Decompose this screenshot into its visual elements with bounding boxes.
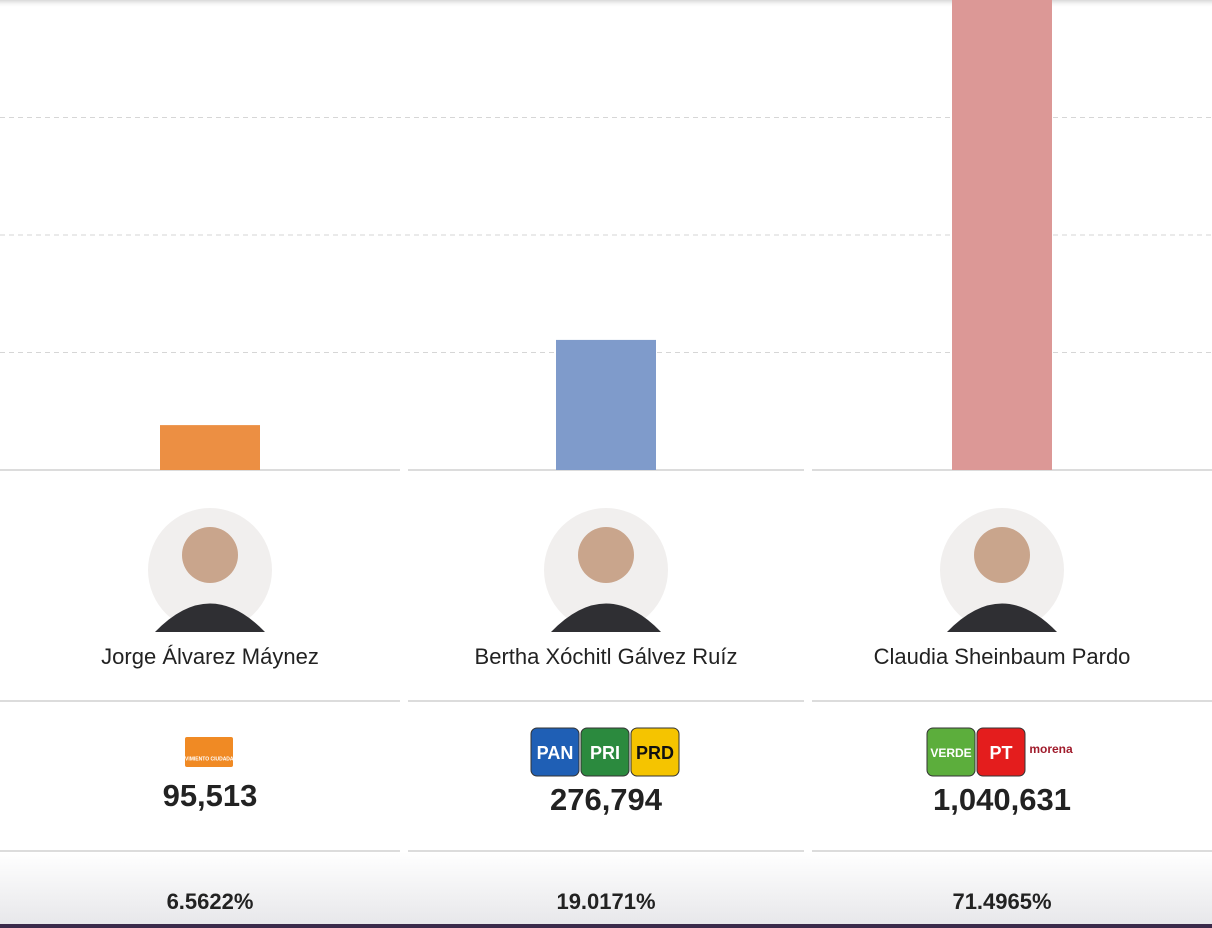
- party-name: VERDE: [930, 746, 971, 760]
- party-name: PRD: [636, 743, 674, 763]
- candidate-head: [974, 527, 1030, 583]
- top-shadow: [0, 0, 1212, 8]
- party-name: PT: [989, 743, 1012, 763]
- party-name: MOVIMIENTO CIUDADANO: [177, 756, 241, 762]
- vote-share: 71.4965%: [952, 889, 1051, 914]
- vote-share: 6.5622%: [167, 889, 254, 914]
- party-logo: [926, 727, 976, 777]
- bar: [160, 425, 260, 470]
- candidate-name: Bertha Xóchitl Gálvez Ruíz: [475, 644, 738, 669]
- bottom-bar: [0, 924, 1212, 928]
- candidate-name: Jorge Álvarez Máynez: [101, 644, 319, 669]
- vote-count: 276,794: [550, 782, 663, 817]
- candidate-head: [182, 527, 238, 583]
- candidate-name: Claudia Sheinbaum Pardo: [874, 644, 1131, 669]
- party-logo: [530, 727, 580, 777]
- party-name: morena: [1029, 742, 1073, 756]
- party-logo: [976, 727, 1026, 777]
- party-name: PRI: [590, 743, 620, 763]
- party-logo: [630, 727, 680, 777]
- bar: [556, 339, 656, 470]
- party-logo: [185, 737, 233, 767]
- party-logo: [1027, 728, 1075, 776]
- candidate-body: [551, 603, 661, 632]
- candidate-body: [155, 603, 265, 632]
- party-name: PAN: [537, 743, 574, 763]
- vote-count: 95,513: [163, 778, 258, 813]
- bar: [952, 0, 1052, 470]
- vote-share: 19.0171%: [556, 889, 655, 914]
- candidate-head: [578, 527, 634, 583]
- candidate-body: [947, 603, 1057, 632]
- party-logo: [580, 727, 630, 777]
- footer-band: [0, 852, 1212, 928]
- vote-count: 1,040,631: [933, 782, 1071, 817]
